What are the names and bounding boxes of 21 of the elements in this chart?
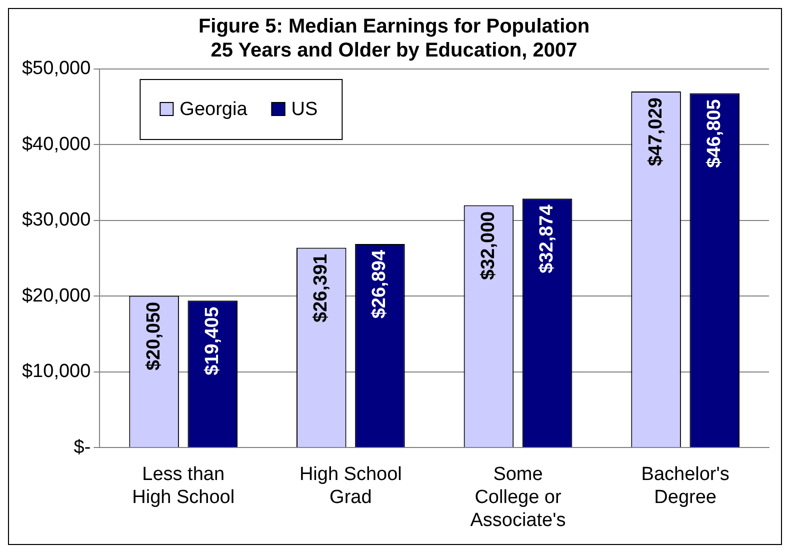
y-tick-label: $-	[74, 436, 91, 458]
x-tick-label: High School Grad	[299, 464, 402, 508]
y-tick-label: $40,000	[22, 134, 91, 155]
chart-title: Figure 5: Median Earnings for Population 25 Years and Older by Education, 2007	[198, 16, 590, 62]
data-label: $19,405	[202, 306, 223, 376]
data-label: $20,050	[143, 302, 164, 370]
x-tick-label: Some College or Associate's	[470, 464, 566, 531]
data-label: $26,391	[310, 253, 332, 322]
data-label: $46,805	[704, 98, 725, 168]
y-tick-label: $30,000	[22, 210, 91, 231]
data-label: $32,000	[478, 211, 499, 280]
data-label: $47,029	[645, 97, 666, 166]
x-tick-label: Less than High School	[132, 464, 235, 508]
y-tick-label: $10,000	[22, 361, 91, 382]
legend-label: US	[291, 99, 318, 120]
data-label: $32,874	[536, 204, 558, 274]
y-tick-label: $20,000	[22, 285, 91, 306]
data-label: $26,894	[369, 250, 390, 319]
y-tick-label: $50,000	[22, 58, 91, 80]
legend-label: Georgia	[180, 99, 248, 120]
x-tick-label: Bachelor's Degree	[641, 464, 730, 508]
